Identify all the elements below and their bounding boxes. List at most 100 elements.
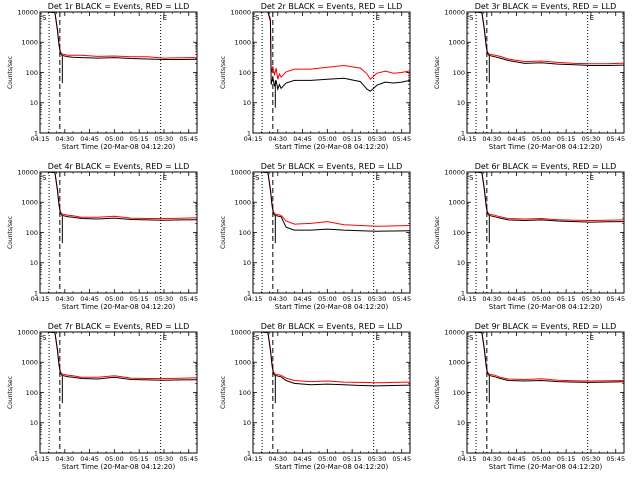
x-tick-label: 04:45 — [507, 295, 526, 303]
plot-frame — [252, 331, 411, 454]
series-lld-line — [40, 12, 197, 59]
start-marker: S — [255, 334, 260, 342]
end-marker: E — [590, 334, 594, 342]
y-tick-label: 1000 — [448, 39, 465, 47]
y-tick-label: 1 — [247, 129, 251, 137]
x-tick-label: 05:15 — [557, 295, 576, 303]
x-tick-label: 04:30 — [55, 295, 74, 303]
panel-title: Det 4r BLACK = Events, RED = LLD — [48, 162, 190, 171]
x-tick-label: 04:15 — [244, 295, 263, 303]
plot-frame — [466, 11, 625, 134]
x-axis-label: Start Time (20-Mar-08 04:12:20) — [489, 303, 603, 311]
series-events-line — [253, 332, 410, 387]
series-events-line — [467, 332, 624, 383]
x-tick-label: 04:30 — [268, 295, 287, 303]
end-marker: E — [163, 174, 167, 182]
x-tick-label: 05:45 — [606, 135, 625, 143]
y-tick-label: 100 — [26, 69, 38, 77]
x-tick-label: 05:15 — [343, 455, 362, 463]
y-axis-label: Counts/sec — [220, 376, 227, 409]
x-tick-label: 05:45 — [392, 135, 411, 143]
series-events-line — [40, 12, 197, 60]
y-axis-label: Counts/sec — [220, 216, 227, 249]
series-events-line — [253, 172, 410, 232]
x-tick-label: 05:30 — [582, 295, 601, 303]
plot-frame — [466, 171, 625, 294]
y-tick-label: 10 — [243, 419, 251, 427]
x-tick-label: 04:15 — [458, 295, 477, 303]
y-tick-label: 1000 — [21, 199, 38, 207]
x-tick-label: 05:00 — [318, 455, 337, 463]
y-tick-label: 100 — [26, 229, 38, 237]
y-tick-label: 1 — [34, 289, 38, 297]
plot-frame — [39, 11, 198, 134]
y-tick-label: 10000 — [17, 8, 38, 16]
y-tick-label: 10 — [457, 99, 465, 107]
y-tick-label: 1 — [461, 449, 465, 457]
y-tick-label: 10000 — [230, 8, 251, 16]
y-tick-label: 10 — [30, 419, 38, 427]
end-marker: E — [376, 14, 380, 22]
y-tick-label: 1000 — [234, 199, 251, 207]
y-tick-label: 1000 — [21, 39, 38, 47]
x-tick-label: 04:30 — [482, 455, 501, 463]
series-group — [40, 332, 197, 403]
x-tick-label: 05:15 — [343, 135, 362, 143]
series-lld-line — [253, 332, 410, 384]
panel-title: Det 7r BLACK = Events, RED = LLD — [48, 322, 190, 331]
x-tick-label: 05:00 — [318, 135, 337, 143]
plot-frame — [39, 331, 198, 454]
panel-title: Det 8r BLACK = Events, RED = LLD — [261, 322, 403, 331]
panel-5: Det 5r BLACK = Events, RED = LLD 1 10 100 10… — [220, 162, 411, 311]
x-tick-label: 05:30 — [368, 455, 387, 463]
x-tick-label: 04:30 — [482, 295, 501, 303]
start-marker: S — [469, 334, 474, 342]
y-axis-label: Counts/sec — [7, 376, 14, 409]
x-tick-label: 04:45 — [507, 455, 526, 463]
x-tick-label: 05:30 — [155, 455, 174, 463]
x-tick-label: 04:30 — [55, 135, 74, 143]
panel-title: Det 3r BLACK = Events, RED = LLD — [475, 2, 617, 11]
start-marker: S — [42, 174, 47, 182]
panel-title: Det 9r BLACK = Events, RED = LLD — [475, 322, 617, 331]
x-tick-label: 05:00 — [105, 455, 124, 463]
x-tick-label: 05:30 — [155, 135, 174, 143]
x-tick-label: 04:30 — [268, 135, 287, 143]
x-tick-label: 04:45 — [507, 135, 526, 143]
series-lld-line — [40, 172, 197, 219]
y-tick-label: 10 — [243, 99, 251, 107]
end-marker: E — [376, 334, 380, 342]
x-axis-label: Start Time (20-Mar-08 04:12:20) — [275, 143, 389, 151]
y-tick-label: 10 — [457, 259, 465, 267]
plot-frame — [466, 331, 625, 454]
x-tick-label: 04:45 — [80, 295, 99, 303]
y-tick-label: 10 — [457, 419, 465, 427]
y-tick-label: 1000 — [448, 199, 465, 207]
x-tick-label: 05:45 — [179, 295, 198, 303]
y-tick-label: 10000 — [444, 168, 465, 176]
y-axis-label: Counts/sec — [434, 216, 441, 249]
x-tick-label: 05:30 — [155, 295, 174, 303]
panel-7: Det 7r BLACK = Events, RED = LLD 1 10 100 10… — [7, 322, 198, 471]
panel-title: Det 2r BLACK = Events, RED = LLD — [261, 2, 403, 11]
y-tick-label: 1 — [247, 289, 251, 297]
x-tick-label: 05:30 — [582, 455, 601, 463]
series-lld-line — [253, 12, 410, 80]
end-marker: E — [163, 14, 167, 22]
end-marker: E — [163, 334, 167, 342]
y-tick-label: 1 — [461, 129, 465, 137]
panel-8: Det 8r BLACK = Events, RED = LLD 1 10 100 10… — [220, 322, 411, 471]
y-axis-label: Counts/sec — [220, 56, 227, 89]
x-tick-label: 04:15 — [458, 135, 477, 143]
panel-title: Det 1r BLACK = Events, RED = LLD — [48, 2, 190, 11]
y-tick-label: 100 — [239, 389, 251, 397]
series-events-line — [467, 12, 624, 66]
x-tick-label: 04:30 — [482, 135, 501, 143]
series-lld-line — [467, 332, 624, 382]
x-tick-label: 04:45 — [293, 295, 312, 303]
y-tick-label: 100 — [239, 69, 251, 77]
start-marker: S — [255, 174, 260, 182]
panel-2: Det 2r BLACK = Events, RED = LLD 1 10 100 10… — [220, 2, 411, 151]
y-tick-label: 1 — [247, 449, 251, 457]
series-events-line — [467, 172, 624, 223]
